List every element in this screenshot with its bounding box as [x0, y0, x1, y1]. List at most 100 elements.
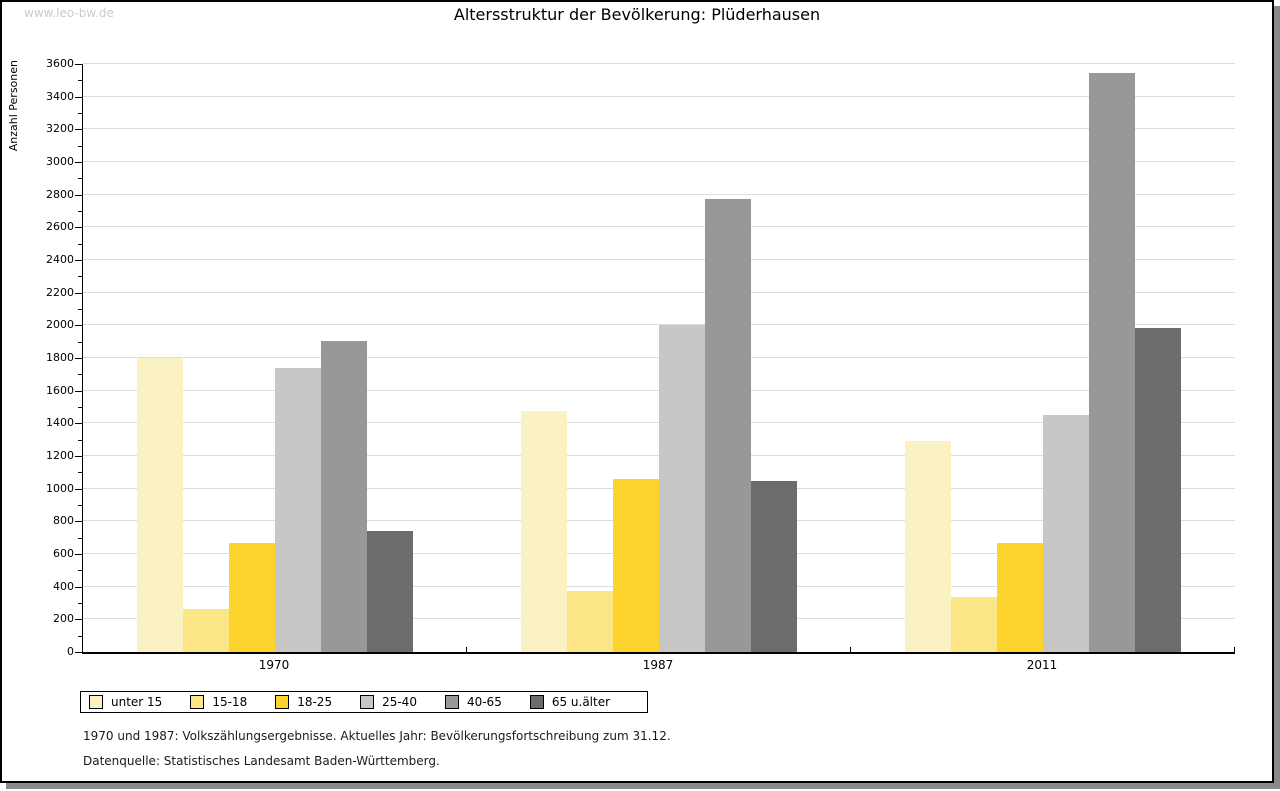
gridline	[83, 324, 1235, 326]
y-major-tick	[75, 358, 82, 359]
x-category-label: 2011	[1026, 658, 1058, 672]
y-minor-tick	[78, 505, 82, 506]
bar-1987-18-25	[613, 478, 659, 652]
y-tick-label: 1400	[46, 416, 74, 430]
gridline	[83, 128, 1235, 130]
y-tick-label: 2200	[46, 285, 74, 299]
bar-1987-25-40	[659, 325, 705, 652]
legend-label: 25-40	[382, 695, 417, 709]
y-minor-tick	[78, 439, 82, 441]
bar-2011-15-18	[951, 597, 997, 652]
y-major-tick	[75, 423, 82, 425]
bar-1970-65-u.älter	[367, 531, 413, 652]
bar-1970-40-65	[321, 340, 367, 652]
y-minor-tick	[78, 80, 82, 82]
x-category-label: 1987	[642, 658, 674, 672]
watermark: www.leo-bw.de	[24, 6, 114, 20]
y-tick-label: 3000	[46, 155, 74, 168]
y-major-tick	[75, 227, 82, 229]
y-minor-tick	[78, 341, 82, 343]
y-tick-label: 200	[53, 612, 74, 626]
y-major-tick	[75, 521, 82, 523]
y-tick-label: 800	[53, 514, 74, 528]
y-minor-tick	[78, 603, 82, 604]
y-minor-tick	[78, 374, 82, 376]
y-major-tick	[75, 488, 82, 490]
x-boundary-tick	[850, 647, 851, 652]
gridline	[83, 193, 1235, 195]
y-minor-tick	[78, 276, 82, 278]
bar-2011-40-65	[1089, 72, 1135, 652]
y-major-tick	[75, 64, 82, 65]
gridline	[83, 259, 1235, 260]
legend-label: 40-65	[466, 695, 502, 709]
bar-2011-18-25	[997, 542, 1043, 652]
footer-note: 1970 und 1987: Volkszählungsergebnisse. …	[83, 729, 671, 743]
bar-1987-65-u.älter	[751, 480, 797, 652]
y-tick-label: 600	[53, 547, 74, 560]
legend-swatch-unter-15	[89, 695, 103, 709]
y-minor-tick	[78, 113, 82, 114]
legend-swatch-40-65	[444, 695, 459, 709]
legend-entry: unter 15	[89, 695, 162, 709]
y-minor-tick	[78, 243, 82, 245]
footer-source: Datenquelle: Statistisches Landesamt Bad…	[83, 754, 440, 768]
chart-title: Altersstruktur der Bevölkerung: Plüderha…	[453, 5, 821, 24]
x-category-label: 1970	[258, 658, 290, 672]
x-boundary-tick	[466, 647, 467, 652]
gridline	[83, 63, 1235, 64]
y-major-tick	[75, 586, 82, 588]
y-tick-label: 1800	[46, 351, 74, 364]
legend-entry: 40-65	[444, 695, 502, 709]
bar-1970-15-18	[183, 608, 229, 652]
legend-entry: 65 u.älter	[529, 695, 610, 709]
y-major-tick	[75, 194, 82, 196]
legend-entry: 25-40	[360, 695, 417, 709]
bar-1987-40-65	[705, 198, 751, 652]
gridline	[83, 226, 1235, 228]
y-major-tick	[75, 456, 82, 457]
y-tick-label: 2400	[46, 253, 74, 266]
y-minor-tick	[78, 472, 82, 474]
gridline	[83, 95, 1235, 97]
legend-label: 15-18	[212, 695, 248, 709]
y-tick-label: 1000	[46, 481, 74, 495]
y-major-tick	[75, 652, 82, 653]
bar-2011-25-40	[1043, 415, 1089, 652]
y-minor-tick	[78, 145, 82, 147]
legend-swatch-65-u.älter	[529, 695, 544, 709]
legend-entry: 18-25	[275, 695, 332, 709]
y-tick-label: 3400	[46, 89, 74, 103]
y-tick-label: 1600	[46, 383, 74, 397]
y-minor-tick	[78, 635, 82, 637]
legend-swatch-15-18	[190, 695, 205, 709]
y-major-tick	[75, 162, 82, 163]
y-minor-tick	[78, 570, 82, 572]
y-tick-label: 3200	[46, 122, 74, 136]
bar-1970-unter-15	[137, 358, 183, 652]
y-minor-tick	[78, 309, 82, 310]
y-minor-tick	[78, 178, 82, 180]
legend-entry: 15-18	[190, 695, 247, 709]
legend-label: 18-25	[297, 695, 333, 709]
y-tick-label: 2800	[46, 187, 74, 201]
y-tick-label: 3600	[46, 57, 74, 70]
y-minor-tick	[78, 537, 82, 539]
bar-1987-unter-15	[521, 411, 567, 652]
gridline	[83, 291, 1235, 293]
y-major-tick	[75, 554, 82, 555]
y-tick-label: 2600	[46, 220, 74, 234]
bar-2011-unter-15	[905, 441, 951, 652]
y-tick-label: 0	[67, 645, 74, 658]
y-major-tick	[75, 96, 82, 98]
y-axis-title: Anzahl Personen	[7, 60, 20, 152]
bar-1987-15-18	[567, 590, 613, 652]
legend-label: unter 15	[111, 695, 163, 709]
bar-1970-18-25	[229, 543, 275, 652]
gridline	[83, 161, 1235, 162]
legend-swatch-18-25	[275, 695, 290, 709]
legend-swatch-25-40	[360, 695, 375, 709]
y-tick-label: 400	[53, 579, 74, 593]
